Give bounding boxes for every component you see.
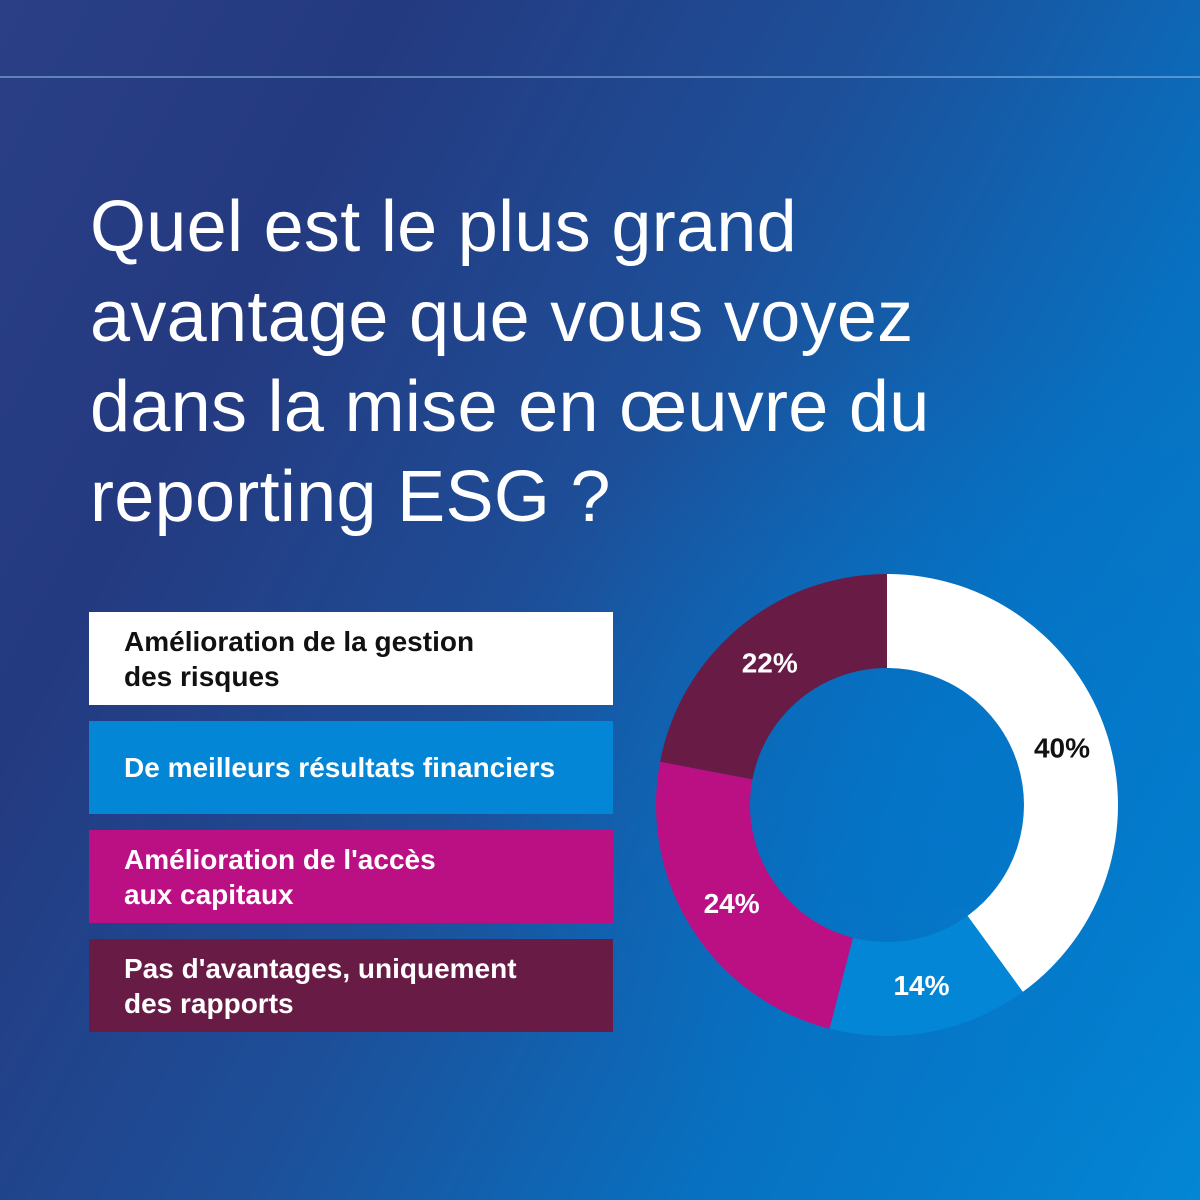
chart-title: Quel est le plus grand avantage que vous…: [90, 187, 930, 537]
legend-item-financial-results: De meilleurs résultats financiers: [89, 721, 613, 814]
donut-chart: 40% 14% 24% 22%: [656, 574, 1118, 1036]
value-label: 22%: [742, 648, 798, 679]
legend-label: Amélioration de l'accès aux capitaux: [124, 843, 436, 910]
legend-item-no-benefits: Pas d'avantages, uniquement des rapports: [89, 939, 613, 1032]
value-label: 40%: [1034, 733, 1090, 764]
slice-risk-management: [887, 574, 1118, 992]
top-divider: [0, 76, 1200, 78]
slice-capital-access: [656, 761, 853, 1029]
slice-no-benefits: [660, 574, 887, 780]
legend-label: De meilleurs résultats financiers: [124, 752, 556, 783]
legend-label: Pas d'avantages, uniquement des rapports: [124, 952, 517, 1019]
legend-label: Amélioration de la gestion des risques: [124, 625, 475, 692]
legend-item-risk-management: Amélioration de la gestion des risques: [89, 612, 613, 705]
value-label: 24%: [704, 888, 760, 919]
slice-financial-results: [829, 915, 1023, 1036]
legend-item-capital-access: Amélioration de l'accès aux capitaux: [89, 830, 613, 923]
value-label: 14%: [893, 970, 949, 1001]
legend: Amélioration de la gestion des risques D…: [89, 612, 613, 1048]
